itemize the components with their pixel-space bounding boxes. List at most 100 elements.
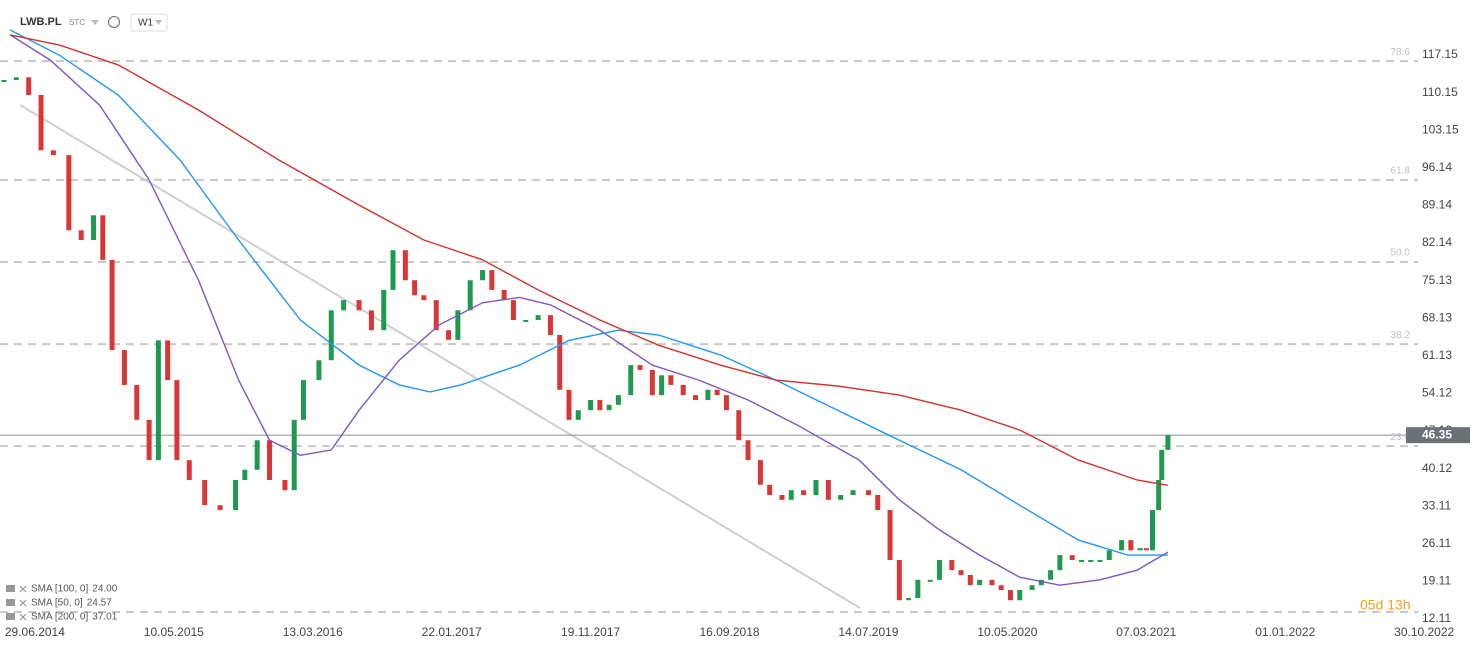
candle <box>1069 555 1075 560</box>
y-tick-label: 110.15 <box>1422 85 1458 99</box>
candle <box>927 579 933 582</box>
candle <box>838 495 844 500</box>
candle <box>109 259 115 351</box>
candle <box>1165 435 1171 450</box>
candle <box>896 559 902 601</box>
candle <box>1159 449 1165 480</box>
candle <box>328 310 334 361</box>
candle <box>254 440 260 470</box>
candle <box>165 340 171 381</box>
candle <box>186 460 192 480</box>
y-tick-label: 26.11 <box>1422 536 1451 550</box>
sma-line <box>9 34 1169 586</box>
candle <box>745 440 751 461</box>
y-tick-label: 96.14 <box>1422 160 1452 174</box>
candle <box>26 77 32 96</box>
candle <box>714 389 720 396</box>
candle <box>1038 579 1044 586</box>
candle <box>949 559 955 571</box>
candle <box>78 230 84 240</box>
y-tick-label: 19.11 <box>1422 574 1451 588</box>
candle <box>50 150 56 156</box>
x-tick-label: 01.01.2022 <box>1255 625 1315 639</box>
sma-line <box>9 29 1168 556</box>
legend-x <box>19 613 27 621</box>
countdown: 05d 13h <box>1360 597 1411 613</box>
info-icon[interactable] <box>108 16 120 28</box>
candle <box>723 395 729 411</box>
candle <box>455 310 461 340</box>
candle <box>146 419 152 461</box>
candle <box>977 579 983 586</box>
legend-value: 24.00 <box>92 584 117 595</box>
price-tag <box>1406 427 1470 444</box>
candle <box>1048 570 1054 580</box>
interval[interactable]: W1 <box>138 18 153 29</box>
candle <box>446 330 452 340</box>
candle <box>557 335 563 390</box>
x-tick-label: 07.03.2021 <box>1116 625 1176 639</box>
candle <box>402 250 408 281</box>
candle <box>887 510 893 560</box>
candle <box>381 289 387 331</box>
y-tick-label: 61.13 <box>1422 348 1452 362</box>
legend-icon <box>6 599 15 606</box>
candle <box>316 360 322 381</box>
y-tick-label: 33.11 <box>1422 498 1451 512</box>
candle <box>649 369 655 396</box>
legend-name: SMA [200, 0] <box>31 612 88 623</box>
candle <box>412 280 418 296</box>
candle <box>38 95 44 151</box>
header: LWB.PL STC W1 <box>20 13 168 32</box>
candle <box>100 215 106 260</box>
candle <box>850 490 856 496</box>
y-tick-label: 68.13 <box>1422 310 1452 324</box>
candle <box>368 310 374 331</box>
legend-icon <box>6 613 15 620</box>
x-tick-label: 14.07.2019 <box>838 625 898 639</box>
candle <box>510 300 516 320</box>
candle <box>1143 548 1149 551</box>
x-tick-label: 19.11.2017 <box>561 625 620 639</box>
dropdown-arrow[interactable] <box>91 20 99 25</box>
candle <box>1128 540 1134 551</box>
dropdown-arrow <box>155 20 162 25</box>
candle <box>1029 585 1035 591</box>
candle <box>906 598 912 601</box>
legend-x <box>19 585 27 593</box>
y-tick-label: 12.11 <box>1422 611 1451 625</box>
market: STC <box>69 18 85 27</box>
candle <box>801 490 807 496</box>
symbol[interactable]: LWB.PL <box>20 16 62 28</box>
candle <box>480 270 486 281</box>
candle <box>217 505 223 511</box>
trend-line[interactable] <box>19 104 861 609</box>
candle <box>1057 555 1063 571</box>
candle <box>813 479 819 496</box>
candle <box>155 340 161 461</box>
candle <box>282 479 288 491</box>
candle <box>433 300 439 331</box>
candle <box>566 389 572 420</box>
candle <box>575 410 581 420</box>
price-tag-label: 46.35 <box>1422 427 1452 441</box>
y-tick-label: 89.14 <box>1422 198 1452 212</box>
candle <box>291 419 297 491</box>
candle <box>66 155 72 231</box>
y-tick-label: 103.15 <box>1422 122 1459 136</box>
candle <box>174 380 180 461</box>
x-tick-label: 30.10.2022 <box>1394 625 1454 639</box>
candle <box>668 375 674 385</box>
y-tick-label: 40.12 <box>1422 461 1452 475</box>
x-tick-label: 10.05.2015 <box>144 625 204 639</box>
candle <box>1137 548 1143 551</box>
candle <box>705 389 711 400</box>
candle <box>680 384 686 396</box>
candle <box>998 585 1004 591</box>
x-tick-label: 22.01.2017 <box>422 625 482 639</box>
candle <box>588 399 594 411</box>
legend-x <box>19 599 27 607</box>
interval-box[interactable] <box>130 13 168 32</box>
candle <box>958 570 964 576</box>
